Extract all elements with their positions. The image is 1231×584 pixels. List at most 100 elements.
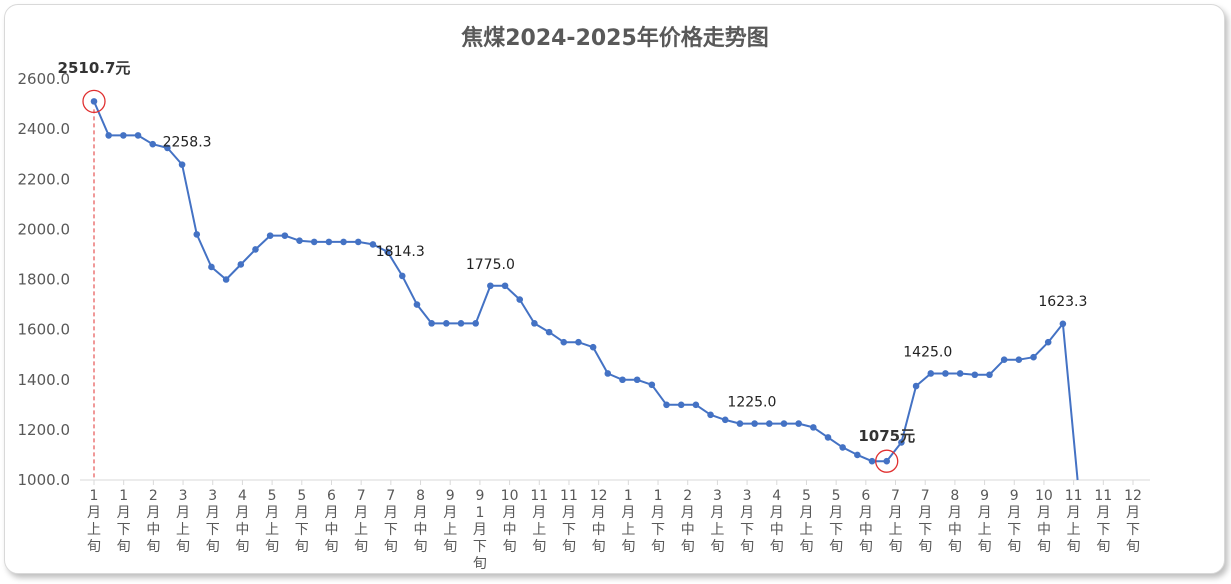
data-point xyxy=(956,370,964,377)
x-tick-label-line: 旬 xyxy=(562,539,576,555)
x-tick-label-line: 9 xyxy=(475,488,484,504)
x-tick-label-line: 下 xyxy=(295,522,309,538)
data-point xyxy=(193,231,201,238)
x-tick-label-line: 上 xyxy=(176,522,190,538)
data-point xyxy=(751,420,758,427)
data-point xyxy=(487,282,494,290)
data-point xyxy=(310,238,318,246)
x-tick-label: 1 月上旬 xyxy=(87,488,101,555)
data-point xyxy=(648,381,656,389)
x-tick-label-line: 月 xyxy=(443,505,457,521)
x-tick-label-line: 9 xyxy=(446,488,455,504)
x-tick-label: 2 月中旬 xyxy=(146,488,160,555)
x-tick-label-line: 5 xyxy=(832,488,841,504)
data-point xyxy=(105,132,112,139)
x-tick-label-line: 旬 xyxy=(324,539,338,555)
x-tick-label-line: 2 xyxy=(683,488,692,504)
x-tick-label-line: 月 xyxy=(710,505,724,521)
x-tick-label-line: 月 xyxy=(948,505,962,521)
data-label: 1225.0 xyxy=(727,395,776,411)
x-tick-label-line: 8 xyxy=(416,488,425,504)
data-label: 1075元 xyxy=(858,427,915,445)
data-point xyxy=(765,420,773,427)
x-tick-label-line: 月 xyxy=(384,505,398,521)
data-point xyxy=(604,370,612,377)
x-tick-label-line: 中 xyxy=(414,522,428,538)
x-tick-label-line: 月 xyxy=(1096,505,1110,521)
x-tick-label: 1 月下旬 xyxy=(651,488,665,555)
x-tick-label-line: 下 xyxy=(829,522,843,538)
x-tick-label-line: 下 xyxy=(740,522,754,538)
x-tick-label-line: 月 xyxy=(235,505,249,521)
data-point xyxy=(1015,356,1023,364)
x-tick-label-line: 月 xyxy=(473,522,487,538)
x-tick-label-line: 旬 xyxy=(414,539,428,555)
x-tick-label: 5 月上旬 xyxy=(799,488,813,555)
y-tick-label: 1000.0 xyxy=(18,471,71,489)
x-tick-label-line: 2 xyxy=(149,488,158,504)
series-polyline xyxy=(93,101,1079,481)
x-tick-label: 10 月中旬 xyxy=(501,488,519,555)
x-tick-label: 12 月下旬 xyxy=(1124,488,1142,555)
x-tick-label: 4 月中旬 xyxy=(770,488,784,555)
x-tick-label: 9 月下旬 xyxy=(1007,488,1021,555)
x-tick-label: 4 月中旬 xyxy=(235,488,249,555)
x-tick-label-line: 1 xyxy=(475,505,484,521)
x-tick-label-line: 月 xyxy=(799,505,813,521)
x-tick-label-line: 旬 xyxy=(651,539,665,555)
x-tick-label-line: 旬 xyxy=(265,539,279,555)
data-labels: 2510.7元 2258.3 1814.3 1775.0 1225.0 1075元 1425… xyxy=(58,59,1087,473)
x-tick-label-line: 上 xyxy=(532,522,546,538)
x-tick-label-line: 旬 xyxy=(889,539,903,555)
data-point xyxy=(457,320,465,327)
data-point xyxy=(354,238,362,246)
x-tick-label-line: 旬 xyxy=(354,539,368,555)
x-tick-label-line: 6 xyxy=(861,488,870,504)
x-tick-label-line: 中 xyxy=(146,522,160,538)
data-point xyxy=(1000,356,1008,364)
x-tick-label-line: 中 xyxy=(324,522,338,538)
data-label: 2510.7元 xyxy=(58,59,131,77)
x-tick-label: 11 月下旬 xyxy=(1094,488,1112,555)
data-point xyxy=(795,420,802,427)
x-tick-label: 7 月下旬 xyxy=(918,488,932,555)
data-point xyxy=(1044,338,1052,346)
x-tick-label: 7 月下旬 xyxy=(384,488,398,555)
x-tick-label-line: 1 xyxy=(654,488,663,504)
x-tick-label-line: 旬 xyxy=(503,539,517,555)
x-tick-label-line: 1 xyxy=(119,488,128,504)
x-tick-label-line: 11 xyxy=(1094,488,1112,504)
x-tick-label-line: 旬 xyxy=(384,539,398,555)
x-tick-label-line: 月 xyxy=(859,505,873,521)
y-tick-label: 2000.0 xyxy=(18,220,71,238)
x-tick-label-line: 下 xyxy=(473,539,487,555)
x-tick-label: 11 月上旬 xyxy=(530,488,548,555)
data-point xyxy=(443,320,450,327)
x-tick-label-line: 旬 xyxy=(918,539,932,555)
series-line xyxy=(93,101,1079,481)
x-tick-label-line: 中 xyxy=(770,522,784,538)
x-tick-label: 6 月中旬 xyxy=(859,488,873,555)
data-point xyxy=(296,237,303,244)
x-tick-label: 1 月下旬 xyxy=(117,488,131,555)
data-point xyxy=(824,434,832,441)
x-tick-label-line: 9 xyxy=(1010,488,1019,504)
x-tick-label-line: 中 xyxy=(235,522,249,538)
x-tick-label: 7 月上旬 xyxy=(889,488,903,555)
x-tick-label: 11 月下旬 xyxy=(560,488,578,555)
x-tick-label: 7 月上旬 xyxy=(354,488,368,555)
x-tick-label-line: 中 xyxy=(1037,522,1051,538)
data-point xyxy=(810,424,817,431)
data-point xyxy=(281,232,289,239)
data-point xyxy=(369,241,377,248)
x-tick-label-line: 旬 xyxy=(295,539,309,555)
data-point xyxy=(178,161,186,168)
data-point xyxy=(516,296,524,303)
x-tick-label-line: 月 xyxy=(87,505,101,521)
data-point xyxy=(237,261,245,268)
data-point xyxy=(472,320,479,327)
x-tick-label-line: 月 xyxy=(681,505,695,521)
x-tick-label-line: 下 xyxy=(1096,522,1110,538)
x-tick-label-line: 旬 xyxy=(681,539,695,555)
x-tick-label-line: 旬 xyxy=(532,539,546,555)
